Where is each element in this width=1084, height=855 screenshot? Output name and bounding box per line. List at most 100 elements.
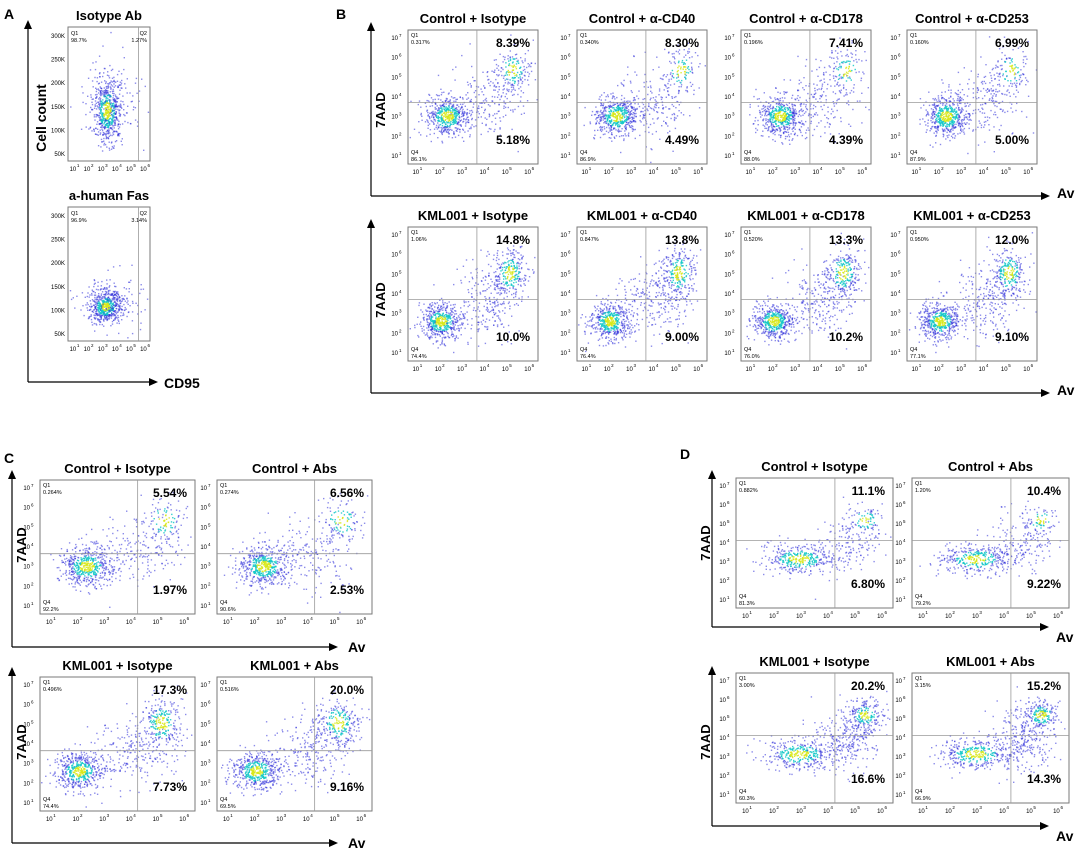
event-dot: [988, 99, 990, 101]
event-dot: [430, 112, 432, 114]
event-dot: [103, 315, 106, 317]
event-dot: [458, 116, 461, 118]
event-dot: [1008, 91, 1010, 94]
event-dot: [105, 134, 107, 136]
event-dot: [947, 112, 949, 114]
event-dot: [948, 114, 951, 117]
event-dot: [495, 63, 498, 66]
event-dot: [683, 56, 685, 58]
event-dot: [103, 305, 105, 308]
event-dot: [950, 135, 953, 137]
event-dot: [937, 121, 939, 123]
event-dot: [963, 118, 965, 121]
event-dot: [770, 107, 772, 110]
event-dot: [609, 112, 611, 115]
event-dot: [792, 112, 794, 115]
event-dot: [453, 133, 455, 136]
event-dot: [997, 61, 999, 63]
event-dot: [426, 119, 428, 121]
event-dot: [616, 118, 619, 120]
event-dot: [609, 106, 611, 108]
event-dot: [1025, 55, 1027, 58]
event-dot: [113, 282, 115, 284]
event-dot: [106, 74, 109, 76]
event-dot: [942, 116, 945, 118]
event-dot: [513, 88, 515, 90]
event-dot: [788, 134, 790, 136]
event-dot: [104, 144, 107, 146]
event-dot: [70, 298, 73, 301]
event-dot: [102, 313, 104, 316]
event-dot: [104, 127, 106, 130]
event-dot: [987, 88, 989, 90]
event-dot: [514, 43, 516, 45]
event-dot: [1015, 96, 1017, 98]
event-dot: [115, 285, 117, 288]
event-dot: [105, 124, 107, 126]
event-dot: [118, 126, 121, 128]
event-dot: [491, 100, 493, 102]
event-dot: [477, 107, 479, 109]
event-dot: [103, 93, 105, 95]
event-dot: [109, 95, 111, 97]
event-dot: [616, 106, 619, 108]
event-dot: [815, 98, 817, 100]
event-dot: [106, 105, 109, 107]
event-dot: [1009, 71, 1012, 73]
event-dot: [108, 300, 110, 302]
event-dot: [113, 100, 116, 102]
event-dot: [101, 101, 104, 103]
event-dot: [644, 114, 646, 116]
event-dot: [861, 60, 863, 62]
event-dot: [451, 137, 454, 139]
event-dot: [686, 91, 689, 93]
event-dot: [523, 112, 525, 114]
event-dot: [622, 135, 625, 137]
event-dot: [968, 115, 971, 117]
event-dot: [111, 114, 113, 116]
event-dot: [94, 294, 97, 296]
event-dot: [939, 102, 942, 105]
event-dot: [500, 96, 502, 98]
event-dot: [107, 125, 109, 128]
event-dot: [993, 74, 995, 76]
event-dot: [91, 310, 94, 313]
event-dot: [784, 128, 786, 131]
event-dot: [106, 300, 108, 302]
event-dot: [932, 146, 934, 148]
event-dot: [779, 108, 781, 110]
event-dot: [456, 112, 458, 114]
event-dot: [606, 117, 609, 119]
event-dot: [458, 330, 460, 332]
event-dot: [617, 107, 620, 109]
event-dot: [659, 138, 661, 140]
event-dot: [107, 299, 109, 301]
event-dot: [103, 144, 105, 146]
event-dot: [117, 294, 120, 296]
event-dot: [103, 103, 106, 105]
event-dot: [99, 99, 101, 101]
event-dot: [925, 115, 927, 117]
event-dot: [781, 121, 783, 123]
event-dot: [101, 112, 104, 114]
event-dot: [638, 105, 641, 108]
event-dot: [435, 126, 437, 129]
event-dot: [111, 309, 113, 311]
event-dot: [104, 93, 106, 96]
event-dot: [121, 79, 123, 82]
event-dot: [631, 117, 634, 119]
event-dot: [441, 132, 443, 134]
event-dot: [626, 118, 628, 120]
event-dot: [106, 112, 109, 114]
event-dot: [509, 50, 511, 52]
event-dot: [612, 96, 614, 98]
event-dot: [952, 133, 954, 135]
event-dot: [815, 92, 817, 94]
event-dot: [630, 116, 632, 118]
event-dot: [421, 327, 423, 330]
event-dot: [625, 104, 627, 106]
event-dot: [819, 95, 822, 97]
event-dot: [86, 295, 88, 298]
event-dot: [95, 102, 97, 104]
